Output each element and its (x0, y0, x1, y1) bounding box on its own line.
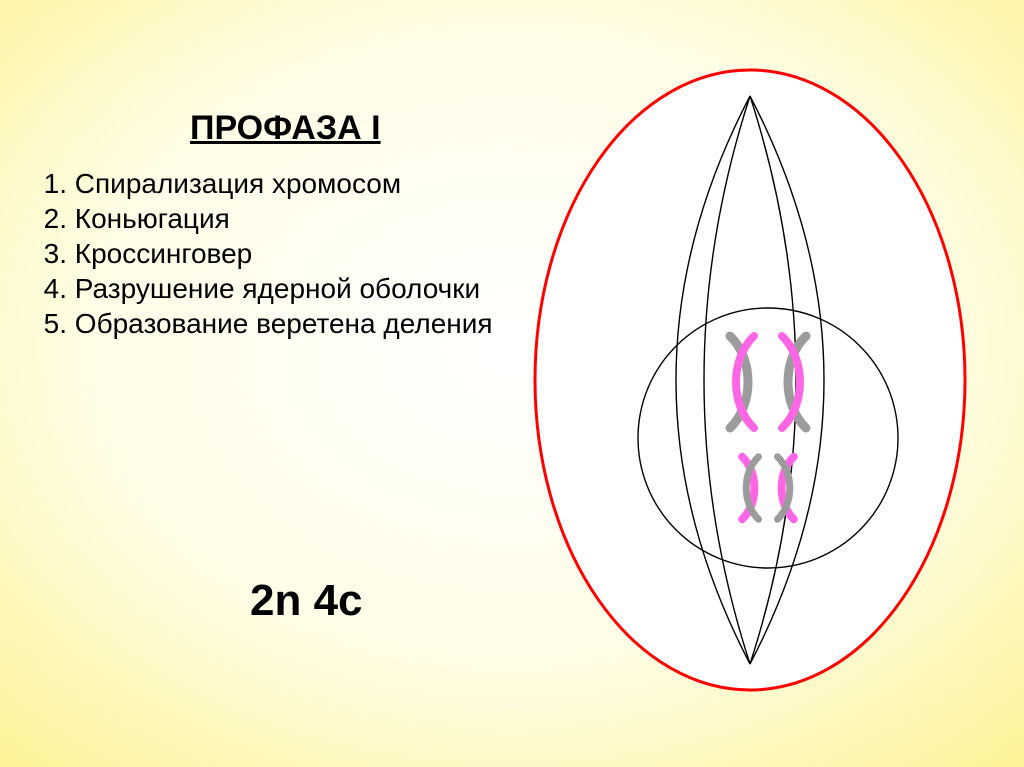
process-list-item: Образование веретена деления (75, 306, 504, 341)
chromosome-formula: 2n 4c (250, 576, 363, 626)
process-list-item: Спирализация хромосом (75, 166, 504, 201)
cell-diagram-svg (510, 50, 990, 710)
cell-diagram (510, 50, 990, 710)
process-list-item: Кроссинговер (75, 236, 504, 271)
slide: ПРОФАЗА I Спирализация хромосомКоньюгаци… (0, 0, 1024, 767)
process-list-item: Коньюгация (75, 201, 504, 236)
process-list-item: Разрушение ядерной оболочки (75, 271, 504, 306)
process-list-ol: Спирализация хромосомКоньюгацияКроссинго… (44, 166, 504, 341)
process-list: Спирализация хромосомКоньюгацияКроссинго… (44, 166, 504, 341)
slide-title: ПРОФАЗА I (190, 109, 381, 148)
